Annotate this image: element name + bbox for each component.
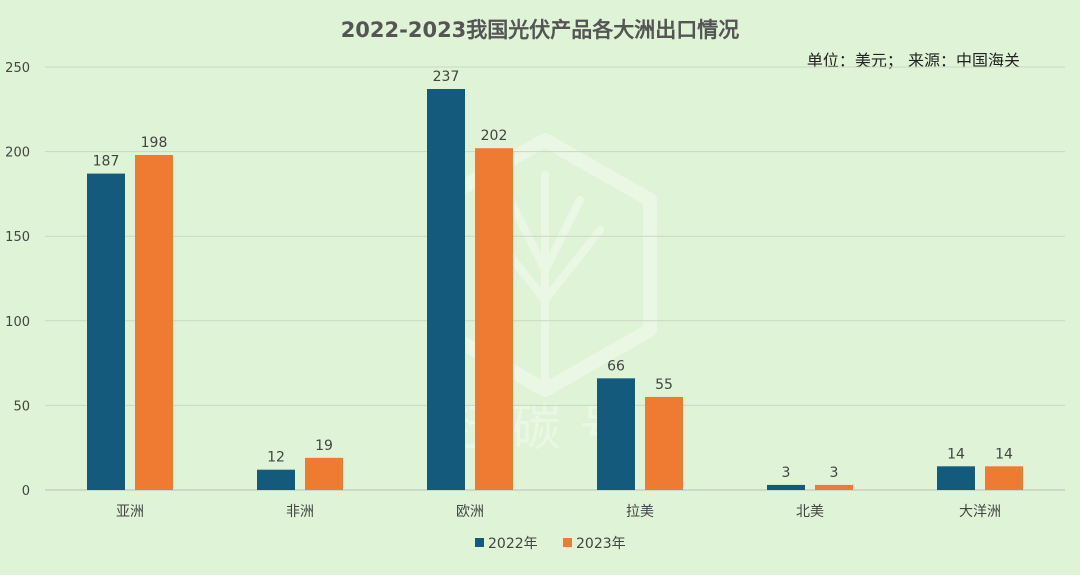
- bar: [257, 469, 295, 490]
- data-label: 187: [93, 154, 120, 170]
- data-label: 3: [830, 465, 839, 481]
- y-tick-label: 50: [13, 399, 30, 414]
- x-category-label: 亚洲: [116, 504, 144, 520]
- bar: [645, 396, 683, 490]
- data-label: 3: [782, 465, 791, 481]
- data-label: 198: [141, 135, 168, 151]
- bar: [87, 173, 125, 490]
- x-category-label: 非洲: [286, 504, 314, 520]
- bars: [87, 88, 1023, 490]
- bar: [597, 378, 635, 490]
- x-category-label: 欧洲: [456, 504, 484, 520]
- legend-label: 2023年: [576, 536, 626, 552]
- bar: [135, 154, 173, 490]
- data-labels: 187 198 12 19 237 202 66 55 3 3 14 14: [93, 69, 1013, 481]
- data-label: 14: [995, 446, 1013, 462]
- bar: [937, 466, 975, 490]
- y-tick-label: 100: [5, 315, 30, 330]
- bar: [305, 457, 343, 490]
- y-tick-label: 150: [5, 230, 30, 245]
- bar: [475, 148, 513, 490]
- x-category-label: 北美: [796, 504, 824, 520]
- bar: [427, 88, 465, 490]
- data-label: 19: [315, 438, 333, 454]
- y-tick-label: 200: [5, 146, 30, 161]
- legend-swatch: [475, 538, 484, 547]
- gridlines: [45, 66, 1065, 491]
- data-label: 202: [481, 128, 508, 144]
- x-axis-categories: 亚洲 非洲 欧洲 拉美 北美 大洋洲: [116, 504, 1001, 520]
- data-label: 55: [655, 377, 673, 393]
- legend-swatch: [563, 538, 572, 547]
- y-axis-ticks: 0 50 100 150 200 250: [5, 61, 30, 499]
- legend: 2022年 2023年: [475, 536, 626, 552]
- bar: [985, 466, 1023, 490]
- data-label: 12: [267, 450, 285, 466]
- y-tick-label: 0: [22, 484, 30, 499]
- y-tick-label: 250: [5, 61, 30, 76]
- data-label: 14: [947, 446, 965, 462]
- x-category-label: 拉美: [626, 504, 654, 520]
- unit-source-note: 单位：美元； 来源：中国海关: [807, 51, 1020, 70]
- bar: [815, 484, 853, 490]
- bar: [767, 484, 805, 490]
- data-label: 66: [607, 358, 625, 374]
- legend-label: 2022年: [488, 536, 538, 552]
- x-category-label: 大洋洲: [959, 504, 1001, 520]
- data-label: 237: [433, 69, 460, 85]
- chart-title: 2022-2023我国光伏产品各大洲出口情况: [341, 18, 740, 42]
